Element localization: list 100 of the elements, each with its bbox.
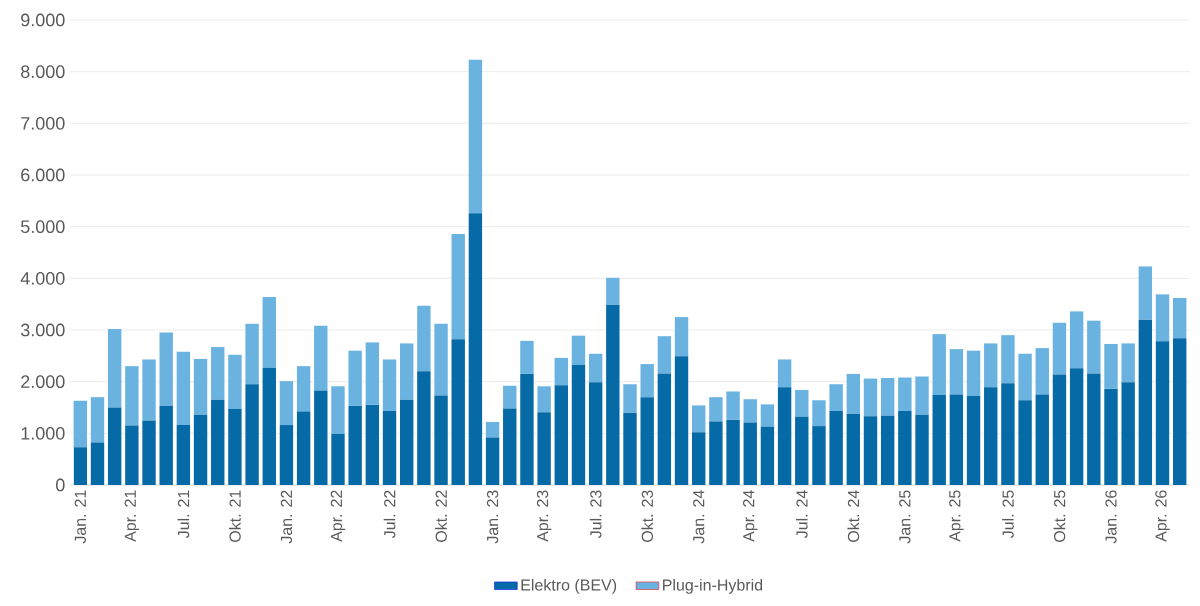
bar bbox=[90, 397, 105, 443]
bar bbox=[1121, 343, 1135, 383]
bar bbox=[245, 384, 259, 485]
bar bbox=[331, 386, 345, 434]
x-tick-label: Apr. 26 bbox=[1155, 490, 1170, 542]
y-tick-label: 3.000 bbox=[20, 323, 65, 337]
x-tick-label: Okt. 22 bbox=[435, 490, 447, 542]
bar bbox=[142, 420, 156, 485]
bar bbox=[846, 413, 861, 485]
bar bbox=[709, 397, 723, 422]
bar bbox=[932, 395, 946, 485]
x-tick-label: Jan. 24 bbox=[693, 490, 705, 544]
bar bbox=[193, 414, 208, 485]
bar bbox=[228, 409, 242, 485]
bar bbox=[1035, 394, 1049, 485]
bar bbox=[382, 359, 397, 412]
legend-label: Elektro (BEV) bbox=[521, 578, 617, 594]
x-tick-label: Apr. 24 bbox=[743, 490, 758, 542]
y-tick-label: 0 bbox=[56, 478, 65, 492]
bar bbox=[795, 389, 809, 417]
bar bbox=[588, 353, 603, 383]
bar bbox=[795, 416, 809, 485]
bar bbox=[932, 334, 946, 396]
bar bbox=[73, 447, 88, 485]
x-tick-label: Jul. 22 bbox=[383, 490, 396, 539]
bar bbox=[606, 277, 620, 305]
bar bbox=[314, 390, 328, 485]
bar bbox=[1069, 311, 1084, 369]
x-tick-label: Jul. 23 bbox=[589, 490, 602, 539]
bar bbox=[1104, 343, 1118, 389]
bar bbox=[880, 378, 895, 416]
bar bbox=[1018, 400, 1032, 485]
bar bbox=[898, 411, 912, 485]
bar bbox=[1035, 348, 1049, 395]
bar bbox=[829, 411, 843, 485]
bar bbox=[90, 442, 105, 485]
x-tick-label: Okt. 23 bbox=[641, 490, 654, 542]
bar bbox=[400, 399, 414, 485]
x-tick-label: Okt. 25 bbox=[1053, 490, 1066, 542]
bar bbox=[159, 332, 173, 406]
x-tick-label: Apr. 25 bbox=[949, 490, 964, 542]
bar bbox=[245, 323, 259, 385]
bar bbox=[760, 404, 775, 427]
bar bbox=[1138, 266, 1153, 320]
bar bbox=[417, 305, 431, 372]
bar bbox=[726, 391, 740, 420]
x-tick-label: Jul. 21 bbox=[177, 490, 190, 539]
bar bbox=[863, 416, 878, 485]
bar bbox=[503, 385, 517, 409]
bar bbox=[537, 386, 551, 413]
y-tick-label: 9.000 bbox=[21, 13, 65, 27]
bar bbox=[743, 422, 757, 485]
y-tick-label: 2.000 bbox=[21, 375, 65, 389]
bar bbox=[863, 378, 878, 417]
bar bbox=[1052, 322, 1067, 375]
bar bbox=[949, 394, 964, 485]
bar bbox=[314, 325, 328, 391]
x-tick-label: Apr. 23 bbox=[536, 490, 552, 542]
bar bbox=[915, 376, 929, 415]
bar bbox=[657, 373, 672, 485]
bar bbox=[296, 411, 311, 485]
bar bbox=[760, 426, 775, 485]
bar bbox=[880, 415, 895, 485]
bar bbox=[1001, 335, 1015, 384]
bar bbox=[1172, 338, 1187, 485]
bar bbox=[262, 296, 276, 368]
bar bbox=[709, 421, 723, 485]
bar bbox=[829, 384, 843, 412]
x-tick-label: Okt. 21 bbox=[229, 490, 241, 542]
bar bbox=[520, 373, 534, 485]
bar bbox=[365, 342, 380, 405]
bar bbox=[726, 419, 740, 485]
bar bbox=[915, 414, 929, 485]
bar bbox=[777, 387, 792, 485]
bar bbox=[211, 347, 225, 400]
bar bbox=[211, 399, 225, 485]
bar bbox=[451, 233, 465, 340]
bar bbox=[107, 407, 122, 485]
bar bbox=[692, 405, 706, 433]
bar bbox=[228, 354, 242, 410]
bar bbox=[984, 387, 998, 485]
y-tick-label: 4.000 bbox=[20, 271, 65, 285]
bar bbox=[1155, 341, 1170, 485]
bar bbox=[1087, 320, 1101, 374]
legend-label: Plug-in-Hybrid bbox=[663, 578, 763, 594]
bar bbox=[485, 421, 500, 438]
y-tick-label: 8.000 bbox=[21, 65, 65, 79]
bar bbox=[125, 366, 139, 426]
bar bbox=[657, 336, 672, 374]
bar bbox=[743, 399, 757, 423]
bar bbox=[1155, 294, 1170, 342]
bar bbox=[73, 400, 88, 448]
bar bbox=[588, 382, 603, 485]
bar bbox=[554, 385, 568, 485]
bar bbox=[279, 381, 294, 426]
y-tick-label: 1.000 bbox=[21, 426, 65, 440]
bar bbox=[125, 425, 139, 485]
bar bbox=[468, 59, 483, 214]
bar bbox=[674, 317, 689, 357]
bar bbox=[1069, 368, 1084, 485]
